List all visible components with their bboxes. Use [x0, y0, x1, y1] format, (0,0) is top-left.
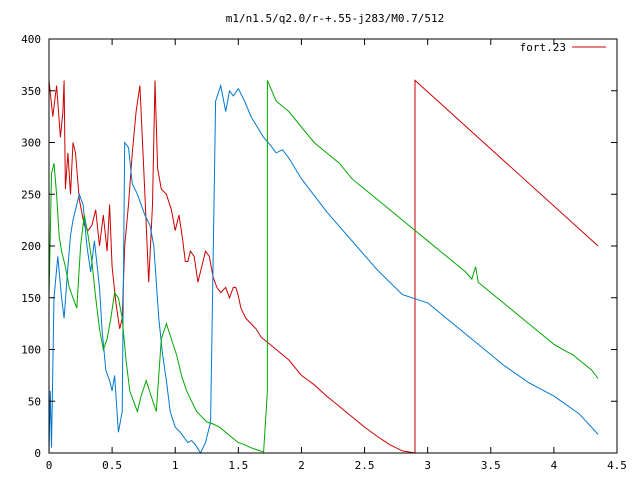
y-tick-label: 0 — [34, 447, 41, 460]
chart-title: m1/n1.5/q2.0/r-+.55-j283/M0.7/512 — [226, 12, 445, 25]
x-tick-label: 4 — [551, 459, 558, 472]
x-tick-label: 2.5 — [355, 459, 375, 472]
x-tick-label: 1 — [172, 459, 179, 472]
y-tick-label: 200 — [21, 240, 41, 253]
y-tick-label: 150 — [21, 292, 41, 305]
y-tick-label: 400 — [21, 33, 41, 46]
y-tick-label: 350 — [21, 85, 41, 98]
series-line-2 — [48, 83, 599, 455]
legend: fort.23 — [520, 41, 606, 54]
x-tick-label: 4.5 — [607, 459, 627, 472]
y-tick-label: 100 — [21, 344, 41, 357]
series-line-3 — [48, 80, 599, 453]
axes-layer: 0 0.5 1 1.5 2 2.5 3 3.5 4 4.5 0 50 100 150 200 250 300 35… — [21, 33, 627, 472]
x-tick-label: 3 — [424, 459, 431, 472]
x-tick-label: 1.5 — [228, 459, 248, 472]
series-layer — [48, 79, 599, 455]
x-tick-label: 0 — [46, 459, 53, 472]
y-tick-label: 50 — [28, 395, 41, 408]
x-tick-label: 3.5 — [481, 459, 501, 472]
y-tick-label: 300 — [21, 137, 41, 150]
x-tick-label: 2 — [298, 459, 305, 472]
x-tick-label: 0.5 — [102, 459, 122, 472]
y-tick-label: 250 — [21, 188, 41, 201]
legend-label: fort.23 — [520, 41, 566, 54]
